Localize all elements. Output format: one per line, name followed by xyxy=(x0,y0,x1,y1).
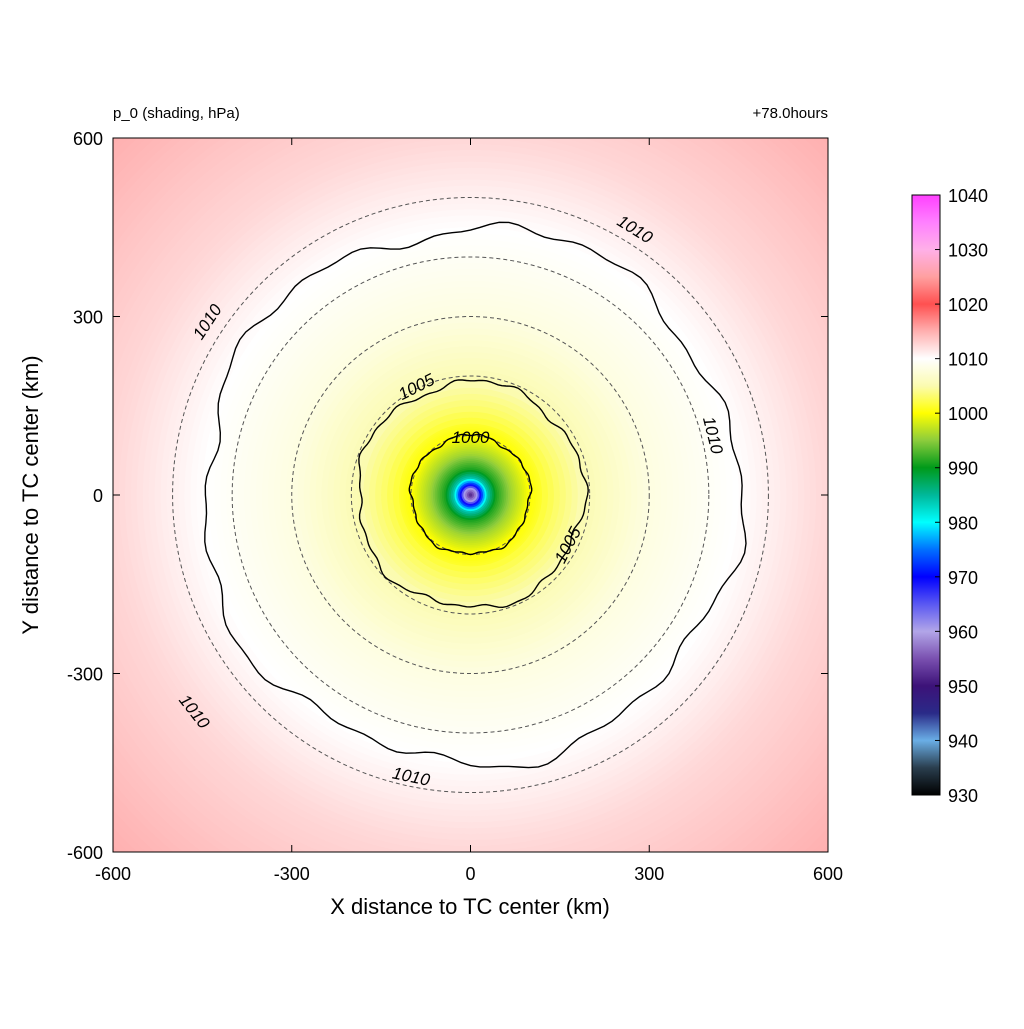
contour-line xyxy=(408,433,533,556)
colorbar-tick-label: 970 xyxy=(948,568,978,588)
range-ring xyxy=(231,256,710,734)
colorbar-tick-label: 1000 xyxy=(948,404,988,424)
plot-title-left: p_0 (shading, hPa) xyxy=(113,105,240,122)
y-tick-label: 600 xyxy=(73,129,103,149)
pressure-shading xyxy=(113,138,828,852)
colorbar-tick-label: 1010 xyxy=(948,350,988,370)
colorbar-tick-label: 950 xyxy=(948,677,978,697)
x-tick-label: 0 xyxy=(465,864,475,884)
x-axis-label: X distance to TC center (km) xyxy=(330,894,610,919)
colorbar-tick-label: 1030 xyxy=(948,241,988,261)
y-axis-ticks: -600 -300 0 300 600 xyxy=(67,129,828,863)
shading-ring xyxy=(468,493,473,497)
colorbar-tick-label: 960 xyxy=(948,622,978,642)
plot-title-right: +78.0hours xyxy=(753,105,828,122)
contour-label: 1000 xyxy=(452,428,490,447)
x-tick-label: -300 xyxy=(274,864,310,884)
x-tick-label: 300 xyxy=(634,864,664,884)
y-tick-label: -600 xyxy=(67,843,103,863)
colorbar-tick-label: 990 xyxy=(948,459,978,479)
range-ring xyxy=(291,316,650,674)
contour-line xyxy=(358,379,589,609)
contour-line xyxy=(204,221,747,769)
range-ring xyxy=(172,197,769,793)
colorbar-tick-label: 930 xyxy=(948,786,978,806)
x-axis-ticks: -600 -300 0 300 600 xyxy=(95,138,843,884)
x-tick-label: -600 xyxy=(95,864,131,884)
y-tick-label: 0 xyxy=(93,486,103,506)
pressure-contours xyxy=(204,221,747,769)
colorbar-tick-label: 980 xyxy=(948,513,978,533)
y-tick-label: 300 xyxy=(73,308,103,328)
colorbar-tick-label: 1020 xyxy=(948,295,988,315)
range-ring xyxy=(350,375,591,615)
x-tick-label: 600 xyxy=(813,864,843,884)
colorbar-tick-label: 1040 xyxy=(948,186,988,206)
colorbar-tick-label: 940 xyxy=(948,731,978,751)
y-tick-label: -300 xyxy=(67,665,103,685)
colorbar-ticks: 930 940 950 960 970 980 990 1000 1010 1020 1030 104… xyxy=(935,186,988,806)
y-axis-label: Y distance to TC center (km) xyxy=(18,355,43,634)
colorbar xyxy=(911,194,941,796)
